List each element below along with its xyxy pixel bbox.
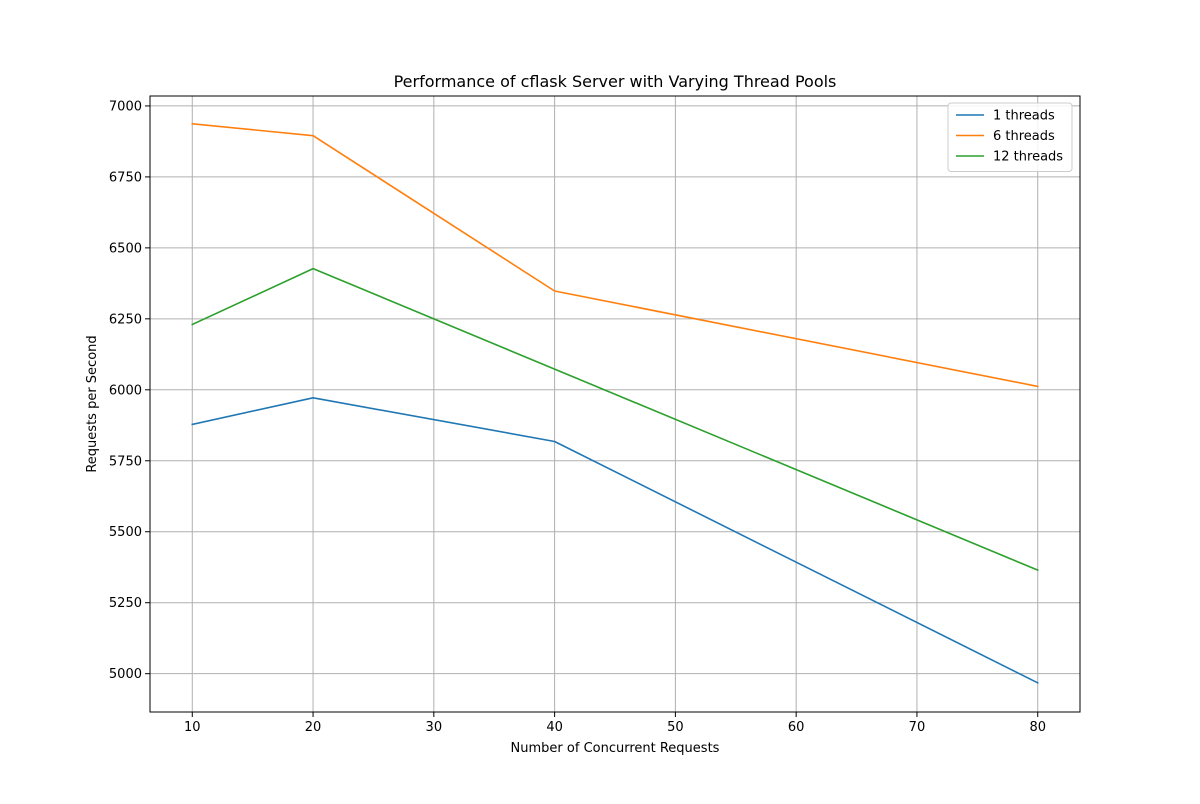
y-tick-label: 6750 (109, 170, 142, 185)
legend-label: 6 threads (993, 129, 1055, 144)
y-tick-label: 6000 (109, 383, 142, 398)
y-tick-label: 5750 (109, 454, 142, 469)
series-line (191, 267, 1039, 572)
x-axis-label: Number of Concurrent Requests (511, 741, 720, 756)
legend-label: 1 threads (993, 109, 1055, 124)
y-tick-label: 7000 (109, 99, 142, 114)
x-tick-label: 10 (184, 720, 201, 735)
x-tick-label: 50 (667, 720, 684, 735)
y-tick-label: 5250 (109, 596, 142, 611)
series-line (191, 122, 1039, 388)
x-tick-label: 30 (426, 720, 443, 735)
y-tick-label: 5000 (109, 667, 142, 682)
y-tick-label: 6500 (109, 241, 142, 256)
series-lines (191, 122, 1039, 684)
y-tick-label: 5500 (109, 525, 142, 540)
x-tick-label: 70 (909, 720, 926, 735)
y-axis-label: Requests per Second (85, 335, 100, 472)
series-line (191, 396, 1039, 684)
grid-lines (150, 96, 1080, 712)
legend-box (947, 102, 1073, 172)
plot-frame (149, 95, 1081, 713)
legend-label: 12 threads (993, 150, 1063, 165)
chart-title: Performance of cflask Server with Varyin… (394, 72, 837, 91)
x-tick-label: 60 (788, 720, 805, 735)
axis-ticks: 10 20 30 40 50 60 70 80 5000 5250 5500 5750 6000 6250… (109, 99, 1046, 735)
y-tick-label: 6250 (109, 312, 142, 327)
legend: 1 threads 6 threads 12 threads (947, 102, 1073, 172)
x-tick-label: 80 (1029, 720, 1046, 735)
x-tick-label: 40 (546, 720, 563, 735)
x-tick-label: 20 (305, 720, 322, 735)
